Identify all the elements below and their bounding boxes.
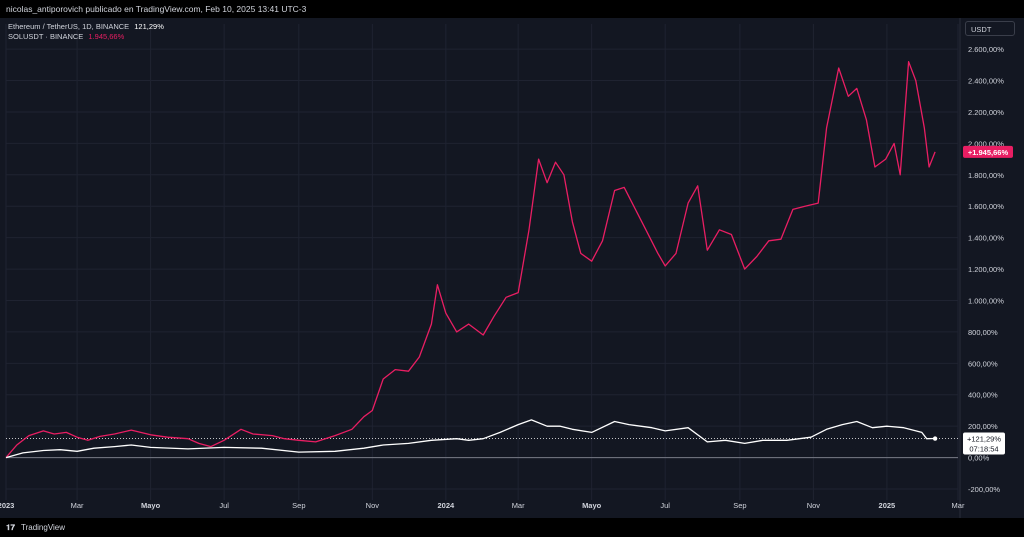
y-tick-label: 600,00% xyxy=(968,359,998,368)
series-layer xyxy=(5,61,938,459)
legend-eth-value: 121,29% xyxy=(134,22,164,31)
chart-area[interactable]: -200,00% 0,00% 200,00% 400,00% 600,00% 800,00… xyxy=(0,18,1024,518)
y-tick-label: 1.600,00% xyxy=(968,202,1004,211)
x-tick-label: Mar xyxy=(71,501,84,510)
footer: 𝟏𝟕 TradingView xyxy=(0,518,1024,537)
x-tick-label: 2024 xyxy=(438,501,456,510)
y-tick-label: 2.400,00% xyxy=(968,77,1004,86)
x-tick-label: Jul xyxy=(660,501,670,510)
x-tick-label: Mar xyxy=(952,501,965,510)
x-tick-label: Mayo xyxy=(141,501,161,510)
legend: Ethereum / TetherUS, 1D, BINANCE 121,29%… xyxy=(8,22,167,42)
legend-row-eth[interactable]: Ethereum / TetherUS, 1D, BINANCE 121,29% xyxy=(8,22,167,32)
series-line-eth xyxy=(5,419,936,459)
y-tick-label: 400,00% xyxy=(968,391,998,400)
y-tick-label: 1.800,00% xyxy=(968,171,1004,180)
eth-value-text: +121,29% xyxy=(967,435,1001,444)
y-tick-label: 2.200,00% xyxy=(968,108,1004,117)
sol-value-badge xyxy=(963,145,1013,158)
footer-brand: TradingView xyxy=(20,523,66,532)
y-tick-label: 0,00% xyxy=(968,454,990,463)
y-tick-label: 800,00% xyxy=(968,328,998,337)
y-tick-label: 1.000,00% xyxy=(968,296,1004,305)
sol-value-text: +1.945,66% xyxy=(968,148,1009,157)
legend-sol-name: SOLUSDT · BINANCE xyxy=(8,32,84,41)
y-tick-label: -200,00% xyxy=(968,485,1000,494)
eth-value-badge xyxy=(963,432,1005,455)
plot-background xyxy=(0,18,1024,518)
y-tick-label: 2.600,00% xyxy=(968,45,1004,54)
time-axis[interactable]: 2023 Mar Mayo Jul Sep Nov 2024 Mar Mayo Jul Sep Nov… xyxy=(0,501,965,510)
x-tick-label: Sep xyxy=(292,501,305,510)
series-line-sol xyxy=(5,61,936,459)
x-tick-label: Mayo xyxy=(582,501,602,510)
y-tick-label: 1.400,00% xyxy=(968,234,1004,243)
x-tick-label: Nov xyxy=(807,501,821,510)
legend-row-sol[interactable]: SOLUSDT · BINANCE 1.945,66% xyxy=(8,32,167,42)
publisher-line: nicolas_antiporovich publicado en Tradin… xyxy=(0,0,1024,18)
eth-countdown-text: 07:18:54 xyxy=(969,445,998,454)
x-tick-label: Sep xyxy=(733,501,746,510)
y-tick-label: 2.000,00% xyxy=(968,139,1004,148)
legend-sol-value: 1.945,66% xyxy=(88,32,125,41)
currency-button[interactable]: USDT xyxy=(965,21,1015,36)
eth-last-point xyxy=(932,436,938,441)
legend-eth-name: Ethereum / TetherUS, 1D, BINANCE xyxy=(8,22,130,31)
chart-svg[interactable]: -200,00% 0,00% 200,00% 400,00% 600,00% 800,00… xyxy=(0,18,1024,518)
grid xyxy=(5,24,959,500)
x-tick-label: 2025 xyxy=(879,501,896,510)
value-badges: +1.945,66% +121,29%07:18:54 xyxy=(963,145,1013,455)
zero-line-layer xyxy=(6,438,958,459)
x-tick-label: Nov xyxy=(366,501,380,510)
x-tick-label: 2023 xyxy=(0,501,14,510)
x-tick-label: Mar xyxy=(512,501,525,510)
y-tick-label: 200,00% xyxy=(968,422,998,431)
y-tick-label: 1.200,00% xyxy=(968,265,1004,274)
price-axis[interactable]: -200,00% 0,00% 200,00% 400,00% 600,00% 800,00… xyxy=(959,18,1004,518)
x-tick-label: Jul xyxy=(219,501,229,510)
tradingview-logo-icon: 𝟏𝟕 xyxy=(6,523,15,532)
